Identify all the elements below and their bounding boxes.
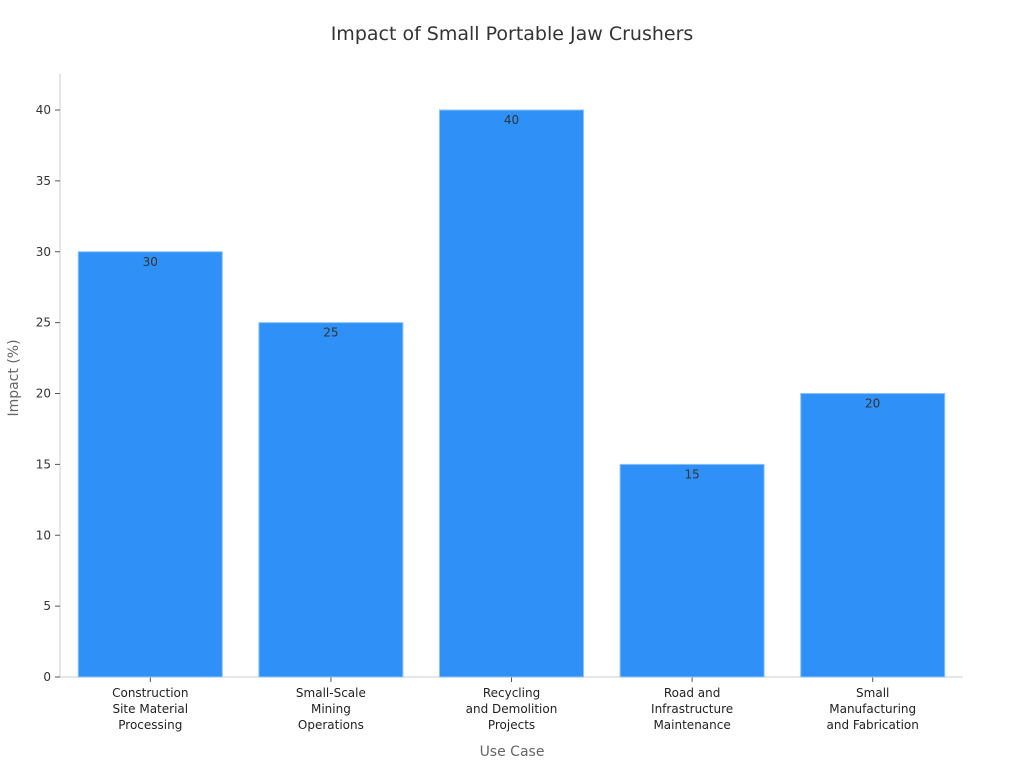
bar-value-label: 20: [865, 397, 880, 411]
y-tick-label: 10: [36, 528, 51, 542]
y-tick-label: 35: [36, 174, 51, 188]
bar-value-label: 30: [143, 255, 158, 269]
bar-value-label: 40: [504, 113, 519, 127]
x-tick-label: Small-Scale Mining Operations: [296, 686, 366, 732]
bar: [258, 322, 404, 678]
x-tick-label: Road and Infrastructure Maintenance: [651, 686, 733, 732]
chart-title: Impact of Small Portable Jaw Crushers: [331, 23, 694, 45]
y-tick-label: 25: [36, 316, 51, 330]
bar-value-label: 25: [323, 326, 338, 340]
y-tick-label: 15: [36, 457, 51, 471]
bar: [800, 393, 946, 678]
bar: [439, 109, 584, 678]
y-tick-label: 5: [43, 599, 51, 613]
y-tick-label: 0: [43, 670, 51, 684]
y-axis-label: Impact (%): [6, 339, 22, 416]
x-tick-label: Small Manufacturing and Fabrication: [827, 686, 919, 732]
y-tick-label: 20: [36, 387, 51, 401]
x-tick-label: Construction Site Material Processing: [112, 686, 188, 732]
y-tick-label: 30: [36, 245, 51, 259]
x-axis-label: Use Case: [480, 744, 545, 760]
y-tick-label: 40: [36, 103, 51, 117]
bar: [619, 463, 765, 678]
bar-value-label: 15: [684, 467, 699, 481]
x-tick-label: Recycling and Demolition Projects: [466, 686, 558, 732]
bar: [77, 251, 223, 678]
